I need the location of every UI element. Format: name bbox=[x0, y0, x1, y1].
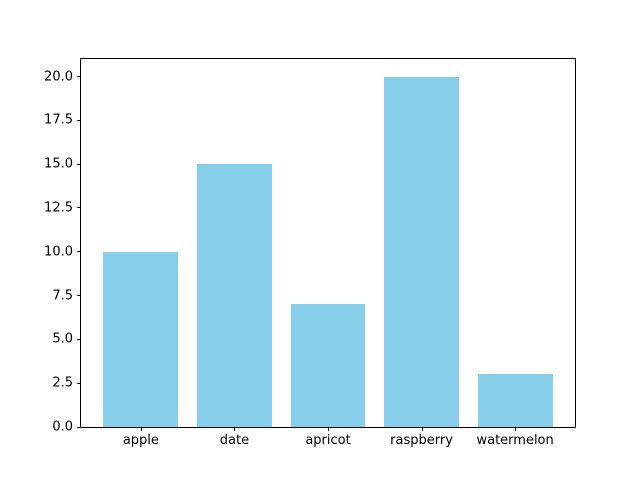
x-tick-mark bbox=[515, 427, 517, 431]
y-tick-label-20.0: 20.0 bbox=[44, 69, 73, 85]
y-tick-mark bbox=[77, 207, 81, 209]
x-tick-label-apple: apple bbox=[122, 433, 159, 448]
y-tick-mark bbox=[77, 295, 81, 297]
y-tick-label-5.0: 5.0 bbox=[52, 331, 73, 347]
y-tick-mark bbox=[77, 426, 81, 428]
y-tick-mark bbox=[77, 338, 81, 340]
y-tick-label-10.0: 10.0 bbox=[44, 244, 73, 260]
y-tick-mark bbox=[77, 119, 81, 121]
bar-date bbox=[197, 164, 272, 427]
x-tick-label-apricot: apricot bbox=[305, 433, 351, 448]
x-tick-label-watermelon: watermelon bbox=[476, 433, 554, 448]
y-tick-label-7.5: 7.5 bbox=[52, 288, 73, 304]
bar-apricot bbox=[290, 304, 366, 427]
x-tick-mark bbox=[328, 427, 329, 431]
y-tick-mark bbox=[77, 76, 81, 78]
bar-raspberry bbox=[384, 76, 459, 427]
y-tick-label-15.0: 15.0 bbox=[44, 156, 73, 172]
y-tick-mark bbox=[77, 251, 81, 253]
y-tick-mark bbox=[77, 382, 81, 384]
y-tick-label-12.5: 12.5 bbox=[44, 200, 73, 216]
x-tick-mark bbox=[234, 427, 236, 431]
y-tick-label-0.0: 0.0 bbox=[52, 419, 73, 435]
x-tick-mark bbox=[421, 427, 423, 431]
x-tick-label-raspberry: raspberry bbox=[390, 433, 453, 448]
y-tick-label-17.5: 17.5 bbox=[44, 112, 73, 128]
bar-apple bbox=[103, 251, 179, 427]
y-tick-label-2.5: 2.5 bbox=[52, 375, 73, 391]
y-tick-mark bbox=[77, 163, 81, 165]
bar-watermelon bbox=[477, 374, 553, 427]
x-tick-label-date: date bbox=[219, 433, 250, 448]
plot-area: apple date apricot raspberry watermelon 0.0 2.… bbox=[44, 58, 576, 447]
x-tick-mark bbox=[140, 427, 142, 431]
